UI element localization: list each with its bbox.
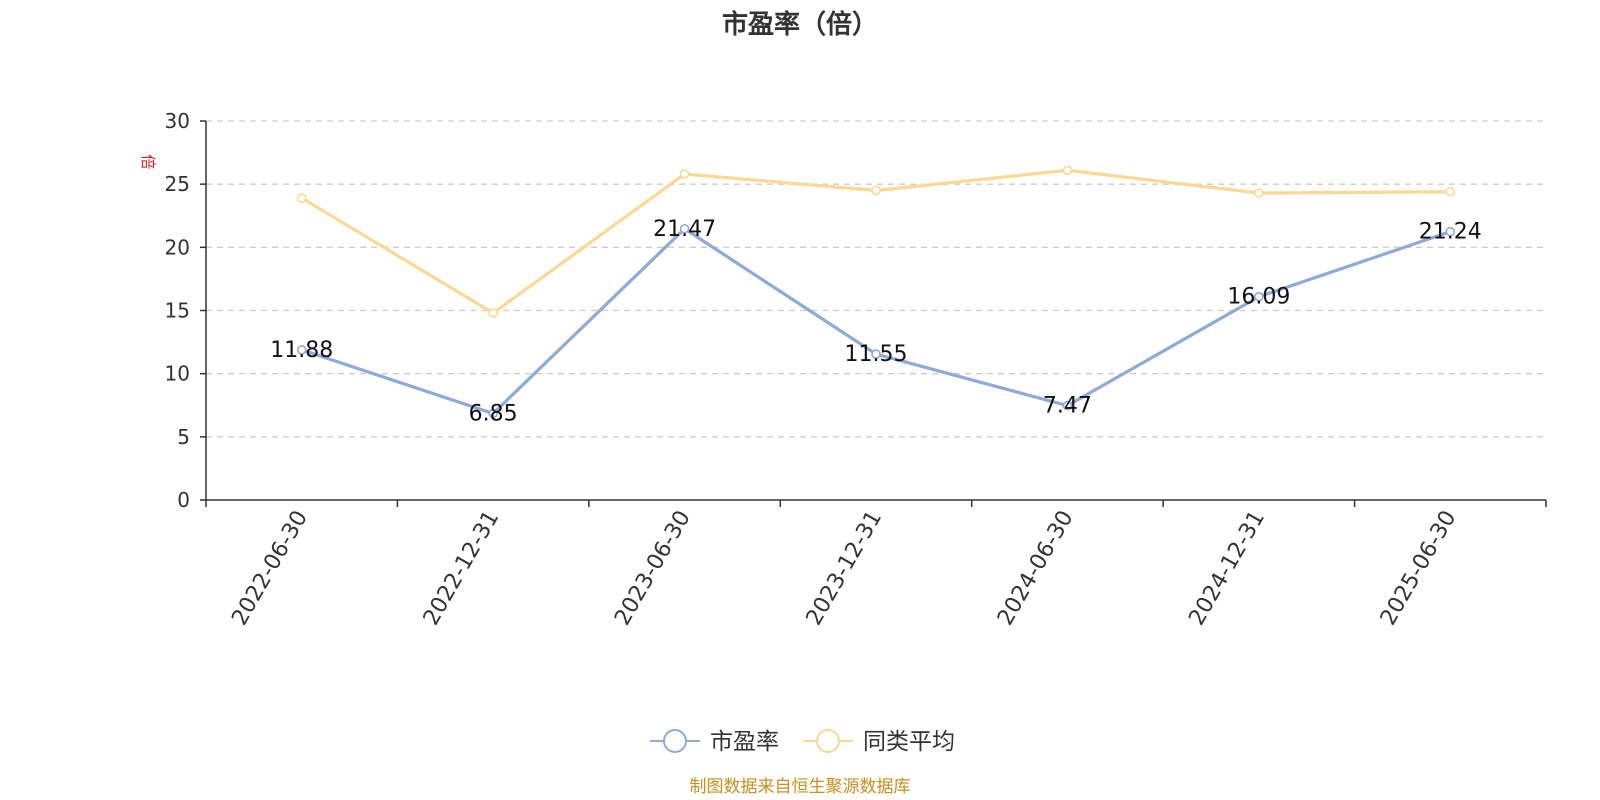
data-point <box>871 349 881 359</box>
x-tick-label: 2022-12-31 <box>419 506 505 629</box>
x-tick-label: 2025-06-30 <box>1376 507 1462 630</box>
x-tick-label: 2024-12-31 <box>1184 507 1270 630</box>
data-point <box>1254 188 1264 198</box>
data-labels: 11.88 6.85 21.47 11.55 7.47 16.09 21.24 <box>270 217 1482 427</box>
data-point <box>1062 400 1073 411</box>
data-label: 11.88 <box>270 338 333 363</box>
data-label: 16.09 <box>1227 285 1290 310</box>
legend-item: 同类平均 <box>803 729 955 755</box>
legend-marker-icon <box>663 729 687 753</box>
grid-lines <box>206 120 1546 438</box>
legend-item: 市盈率 <box>650 729 779 755</box>
y-tick-label: 5 <box>177 425 190 449</box>
data-point <box>1445 186 1456 197</box>
data-label: 11.55 <box>845 342 908 367</box>
data-label: 21.24 <box>1419 220 1482 245</box>
data-label: 6.85 <box>469 401 518 426</box>
y-tick-label: 30 <box>165 109 190 133</box>
series <box>296 165 1456 419</box>
y-tick-label: 20 <box>165 235 190 259</box>
y-tick-label: 0 <box>177 488 190 512</box>
data-label: 21.47 <box>653 217 716 242</box>
data-label: 7.47 <box>1043 394 1092 419</box>
x-tick-label: 2022-06-30 <box>227 507 313 630</box>
series-line-pe <box>301 227 1451 416</box>
data-point <box>488 308 498 318</box>
data-point <box>1062 165 1073 176</box>
y-tick-label: 25 <box>165 172 190 196</box>
y-tick-label: 10 <box>165 362 190 386</box>
y-axis-label: 倍 <box>139 154 157 169</box>
legend-marker-icon <box>816 729 840 753</box>
data-point <box>679 223 690 234</box>
data-point <box>488 408 498 419</box>
legend: 市盈率 同类平均 <box>650 729 955 755</box>
y-tick-label: 15 <box>165 299 190 323</box>
data-point <box>1445 226 1456 237</box>
legend-label: 同类平均 <box>863 729 955 755</box>
x-tick-label: 2023-06-30 <box>610 507 696 630</box>
data-point <box>679 169 690 179</box>
chart-title: 市盈率（倍） <box>722 9 878 40</box>
x-tick-label: 2023-12-31 <box>802 507 888 630</box>
source-note: 制图数据来自恒生聚源数据库 <box>690 777 911 797</box>
data-point <box>296 193 307 203</box>
data-point <box>871 185 881 196</box>
legend-label: 市盈率 <box>710 729 779 755</box>
x-tick-label: 2024-06-30 <box>993 507 1079 630</box>
data-point <box>1254 291 1264 302</box>
data-point <box>296 345 307 355</box>
